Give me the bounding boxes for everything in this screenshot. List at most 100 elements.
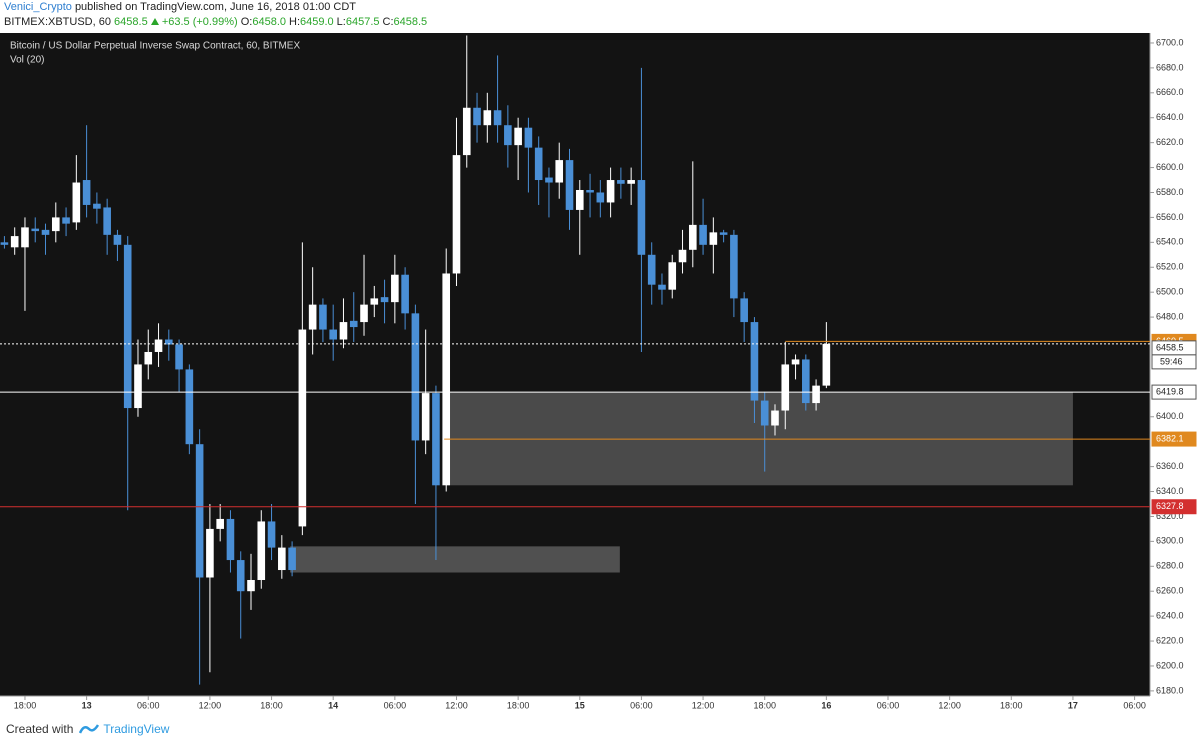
candle-body: [82, 180, 91, 205]
x-tick-label: 06:00: [630, 700, 653, 710]
ohlc-value: 6459.0: [300, 16, 334, 28]
y-tick-label: 6600.0: [1156, 162, 1184, 172]
plot-background: [0, 33, 1150, 696]
candle-body: [195, 444, 204, 578]
x-tick-label: 12:00: [938, 700, 961, 710]
header-line-1: Venici_Crypto published on TradingView.c…: [4, 0, 1200, 15]
brand[interactable]: TradingView: [103, 722, 170, 736]
x-tick-label: 06:00: [1123, 700, 1146, 710]
candle-body: [555, 160, 564, 183]
candle-body: [647, 254, 656, 285]
candle-body: [226, 518, 235, 561]
candle-body: [493, 110, 502, 126]
candle-body: [144, 351, 153, 365]
x-tick-label: 12:00: [445, 700, 468, 710]
zone: [290, 546, 620, 573]
author[interactable]: Venici_Crypto: [4, 1, 72, 13]
price-level-box: [1151, 384, 1197, 400]
y-tick-label: 6400.0: [1156, 411, 1184, 421]
candle-body: [401, 274, 409, 314]
candle-body: [812, 385, 820, 404]
up-arrow: [150, 18, 159, 25]
candle-body: [822, 343, 831, 386]
ohlc-label: L:: [336, 16, 346, 28]
candle-body: [442, 273, 451, 486]
x-tick-label: 18:00: [1000, 700, 1023, 710]
candle-body: [41, 229, 50, 235]
candle-body: [668, 262, 677, 290]
candle-body: [278, 547, 286, 571]
candle-body: [308, 304, 317, 330]
candle-body: [113, 234, 122, 245]
y-tick-label: 6180.0: [1156, 685, 1184, 695]
candle-body: [236, 560, 245, 592]
candle-body: [709, 232, 718, 245]
candle-body: [637, 180, 646, 255]
candle-body: [473, 107, 481, 126]
candle-body: [51, 217, 60, 232]
x-tick-label: 18:00: [14, 700, 37, 710]
candle-body: [617, 180, 625, 184]
candle-body: [288, 547, 296, 571]
y-tick-label: 6220.0: [1156, 635, 1184, 645]
price-level-box: [1151, 499, 1197, 515]
candle-body: [699, 224, 707, 245]
y-tick-label: 6560.0: [1156, 212, 1184, 222]
candle-body: [380, 297, 389, 303]
y-tick-label: 6660.0: [1156, 87, 1184, 97]
ohlc-label: C:: [382, 16, 394, 28]
candle-body: [802, 359, 810, 404]
countdown: 59:46: [1160, 356, 1183, 366]
y-tick-label: 6500.0: [1156, 287, 1184, 297]
candle-body: [298, 329, 307, 527]
y-tick-label: 6320.0: [1156, 511, 1184, 521]
x-tick-label: 06:00: [877, 700, 900, 710]
ohlc-label: H:: [289, 16, 301, 28]
candle-body: [781, 364, 790, 411]
countdown-box: [1151, 354, 1197, 370]
ohlc: O:6458.0 H:6459.0 L:6457.5 C:6458.5: [241, 16, 430, 28]
x-tick-label: 16: [821, 700, 831, 710]
candle-body: [586, 189, 594, 193]
candle-body: [10, 236, 19, 248]
x-tick-label: 06:00: [384, 700, 407, 710]
y-tick-label: 6260.0: [1156, 586, 1184, 596]
candle-body: [678, 249, 687, 263]
symbol: BITMEX:XBTUSD, 60: [4, 16, 111, 28]
ohlc-value: 6458.5: [393, 16, 428, 28]
candle-body: [21, 227, 29, 248]
y-tick-label: 6340.0: [1156, 486, 1184, 496]
candle-body: [719, 232, 728, 235]
x-tick-label: 06:00: [137, 700, 160, 710]
candle-body: [216, 518, 224, 529]
ohlc-value: 6457.5: [345, 16, 380, 28]
ohlc-value: 6458.0: [252, 16, 287, 28]
header: Venici_Crypto published on TradingView.c…: [0, 0, 1200, 33]
candle-body: [565, 160, 574, 210]
candle-body: [730, 234, 738, 299]
candle-body: [596, 192, 605, 203]
candle-body: [760, 400, 769, 426]
candle-body: [391, 274, 399, 303]
candle-body: [514, 127, 522, 146]
candle-body: [771, 410, 779, 426]
x-tick-label: 12:00: [692, 700, 715, 710]
candle-body: [658, 284, 666, 290]
candle-body: [175, 344, 183, 370]
candle-body: [267, 521, 276, 548]
footer: Created with TradingView: [0, 716, 1200, 742]
x-tick-label: 18:00: [753, 700, 776, 710]
candle-body: [791, 359, 800, 365]
candle-body: [154, 339, 163, 352]
candle-body: [319, 304, 327, 330]
ohlc-label: O:: [240, 16, 253, 28]
price-level-label: 6458.5: [1156, 342, 1184, 352]
y-tick-label: 6360.0: [1156, 461, 1184, 471]
time-axis: [0, 696, 1150, 716]
candle-body: [411, 313, 420, 441]
candle-body: [462, 107, 471, 156]
price-level-label: 6382.1: [1156, 433, 1184, 443]
change: +63.5 (+0.99%): [161, 16, 238, 28]
created-with: Created with: [6, 722, 74, 736]
